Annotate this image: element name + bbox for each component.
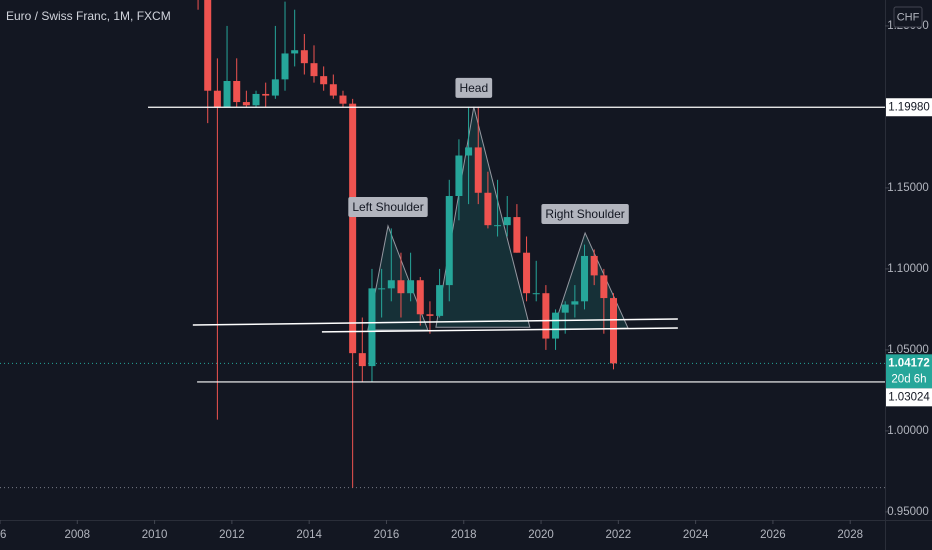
candle-body (329, 84, 337, 96)
candle-body (271, 79, 279, 96)
candle-body (281, 53, 289, 80)
currency-box[interactable] (893, 6, 923, 28)
x-tick-label: 2016 (374, 529, 400, 541)
pattern-label: Left Shoulder (348, 196, 428, 217)
pattern-label-text: Head (459, 81, 488, 95)
level-price-box (886, 388, 932, 407)
candle-body (590, 255, 598, 276)
candle-body (436, 285, 444, 316)
level-price-box (886, 98, 932, 117)
y-tick-label: 1.05000 (887, 344, 929, 356)
pattern-label-box (541, 203, 629, 224)
candle-body (368, 288, 376, 367)
candle-body (262, 93, 270, 96)
neckline (321, 327, 678, 333)
y-tick-label: 0.95000 (887, 506, 929, 518)
candle-body (542, 293, 550, 339)
pattern-triangle (435, 106, 531, 328)
chart-title: Euro / Swiss Franc, 1M, FXCM (6, 9, 171, 23)
candle-body (223, 80, 231, 107)
pattern-label-text: Left Shoulder (352, 200, 423, 214)
x-tick-label: 2008 (64, 529, 90, 541)
candle-body (204, 0, 212, 91)
currency-label[interactable]: CHF (897, 11, 920, 23)
x-tick-label: 2020 (528, 529, 554, 541)
candle-body (233, 80, 241, 103)
candle-body (523, 252, 531, 294)
y-tick-label: 1.15000 (887, 182, 929, 194)
candle-body (494, 225, 502, 227)
candle-body (397, 280, 405, 294)
x-tick-label: 2022 (606, 529, 632, 541)
x-tick-label: 2012 (219, 529, 245, 541)
candle-body (387, 280, 395, 289)
candle-body (339, 95, 347, 104)
candle-body (561, 304, 569, 313)
plot-area (0, 0, 885, 489)
axes: 0.950001.000001.050001.100001.150001.250… (0, 20, 932, 541)
pattern-label-box (455, 77, 493, 98)
x-tick-label: 2026 (760, 529, 786, 541)
candle-body (474, 147, 482, 193)
pattern-label: Right Shoulder (541, 203, 629, 224)
candle-body (252, 93, 260, 106)
level-price-label: 1.19980 (888, 101, 930, 113)
candle-body (291, 50, 299, 54)
x-tick-label: 2018 (451, 529, 477, 541)
countdown-label: 20d 6h (891, 373, 926, 385)
candle-body (581, 255, 589, 302)
candle-body (358, 353, 366, 367)
neckline (192, 318, 678, 326)
candle-body (300, 50, 308, 64)
pattern-triangle (367, 224, 429, 331)
x-tick-label: 2014 (296, 529, 322, 541)
candle-body (484, 192, 492, 226)
candle-body (242, 102, 250, 106)
candle-body (426, 314, 434, 316)
pattern-label: Head (455, 77, 493, 98)
candle-body (503, 217, 511, 226)
candle-body (416, 280, 424, 315)
x-tick-label: 2010 (142, 529, 168, 541)
x-tick-label: 2028 (837, 529, 863, 541)
candle-body (465, 147, 473, 156)
pattern-label-text: Right Shoulder (545, 207, 624, 221)
y-tick-label: 1.00000 (887, 425, 929, 437)
x-tick-label: 06 (0, 529, 6, 541)
candle-body (455, 155, 463, 197)
candle-body (213, 90, 221, 107)
pattern-label-box (348, 196, 428, 217)
x-tick-label: 2024 (683, 529, 709, 541)
candle-body (513, 217, 521, 253)
candle-body (349, 103, 357, 354)
candle-body (320, 76, 328, 85)
candle-body (552, 312, 560, 339)
candle-body (445, 196, 453, 286)
candle-body (532, 293, 540, 295)
level-price-label: 1.03024 (888, 391, 930, 403)
last-price-box (886, 354, 932, 389)
candle-body (310, 63, 318, 77)
last-price-label: 1.04172 (888, 357, 930, 369)
candle-body (378, 288, 386, 290)
candle-body (407, 280, 415, 294)
candle-body (571, 301, 579, 305)
candle-body (610, 298, 618, 364)
candle-body (600, 275, 608, 299)
y-tick-label: 1.10000 (887, 263, 929, 275)
